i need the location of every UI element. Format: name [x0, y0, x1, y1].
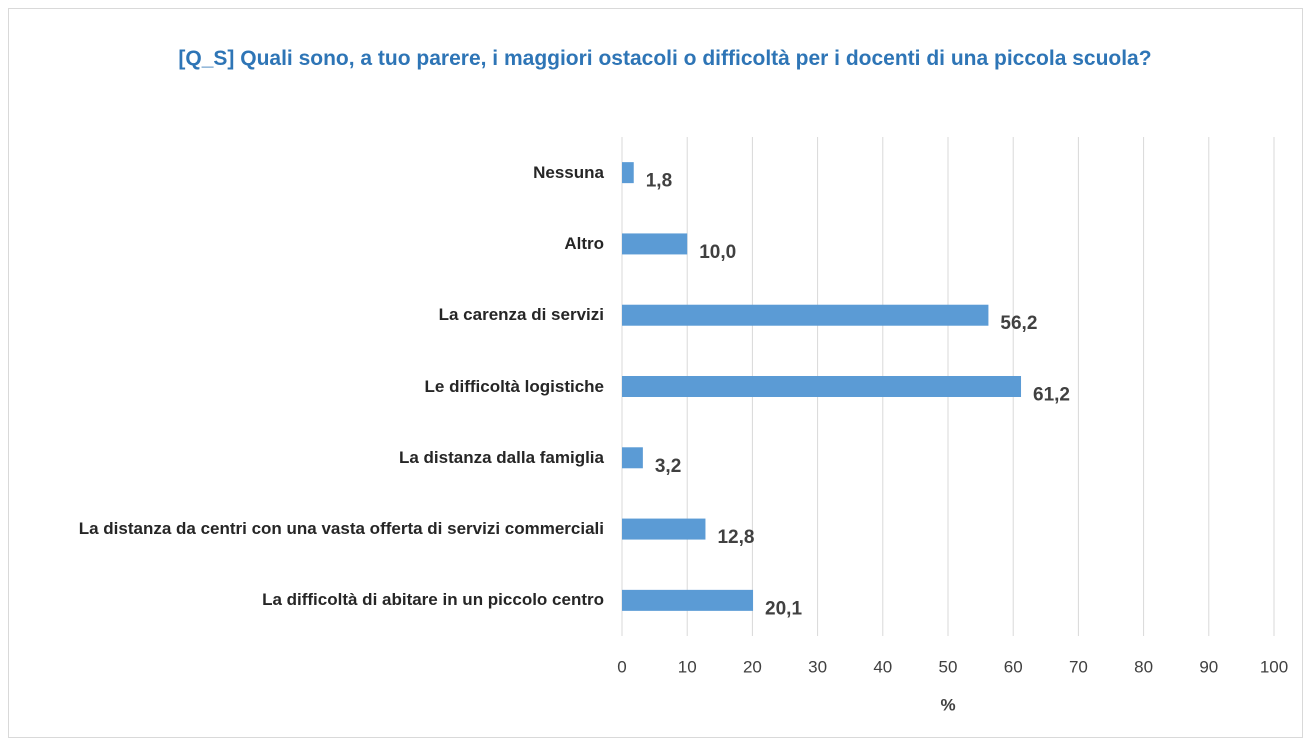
x-tick-label: 100 [1260, 657, 1288, 676]
category-label: Altro [564, 233, 604, 253]
bar [622, 447, 643, 469]
x-tick-label: 40 [873, 657, 892, 676]
bar [622, 518, 706, 540]
bar [622, 304, 989, 326]
bar [622, 376, 1022, 397]
data-label: 56,2 [1000, 313, 1037, 334]
category-labels: Nessuna Altro La carenza di servizi Le diff… [0, 0, 604, 746]
category-label: La carenza di servizi [438, 305, 604, 325]
x-tick-label: 70 [1069, 657, 1088, 676]
x-tick-label: 50 [939, 657, 958, 676]
category-label: La difficoltà di abitare in un piccolo c… [262, 590, 604, 610]
chart-frame [8, 8, 1303, 738]
x-tick-label: 10 [678, 657, 697, 676]
bar [622, 233, 688, 255]
x-tick-label: 60 [1004, 657, 1023, 676]
category-label: La distanza da centri con una vasta offe… [78, 519, 604, 539]
category-label: Le difficoltà logistiche [424, 376, 604, 396]
x-axis-label: % [940, 695, 955, 714]
category-label: La distanza dalla famiglia [398, 447, 604, 467]
data-label: 1,8 [646, 171, 672, 192]
chart-title: [Q_S] Quali sono, a tuo parere, i maggio… [178, 47, 1152, 70]
data-label: 61,2 [1033, 385, 1070, 406]
data-label: 3,2 [655, 456, 681, 477]
x-tick-label: 20 [743, 657, 762, 676]
data-label: 12,8 [717, 527, 754, 548]
data-label: 20,1 [765, 598, 802, 619]
bar [622, 162, 634, 184]
bar [622, 589, 754, 611]
x-tick-label: 0 [617, 657, 626, 676]
data-label: 10,0 [699, 242, 736, 263]
category-label: Nessuna [533, 162, 604, 182]
x-tick-label: 90 [1199, 657, 1218, 676]
x-tick-label: 30 [808, 657, 827, 676]
x-tick-label: 80 [1134, 657, 1153, 676]
